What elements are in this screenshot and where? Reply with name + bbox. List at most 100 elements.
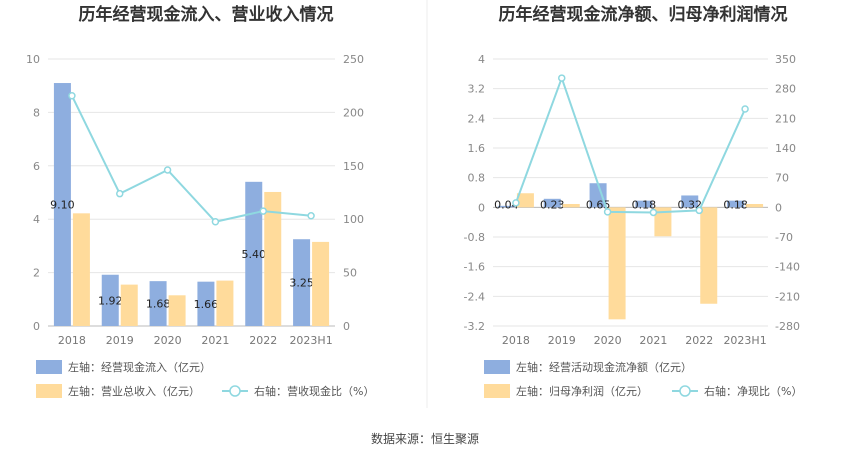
bar xyxy=(293,239,311,326)
data-label: 3.25 xyxy=(289,277,314,290)
bar xyxy=(120,284,138,326)
left-axis-tick: 0 xyxy=(33,320,40,333)
legend-entry: 左轴：经营活动现金流净额（亿元） xyxy=(516,360,692,374)
bar xyxy=(727,200,745,208)
bar xyxy=(516,193,534,208)
data-label: 1.68 xyxy=(146,298,171,311)
right-axis-tick: 210 xyxy=(775,112,796,125)
line-point xyxy=(741,105,749,113)
bar xyxy=(635,200,653,208)
bar xyxy=(245,181,263,326)
legend-swatch xyxy=(36,384,62,398)
legend-swatch xyxy=(229,385,241,397)
line-point xyxy=(695,206,703,215)
left-axis-tick: 2.4 xyxy=(468,112,486,125)
legend-entry: 左轴：归母净利润（亿元） xyxy=(516,384,648,398)
x-axis-tick: 2022 xyxy=(685,334,713,347)
legend-swatch xyxy=(484,384,510,398)
bar xyxy=(700,207,718,304)
bar xyxy=(608,207,626,320)
x-axis-tick: 2021 xyxy=(639,334,667,347)
line-point xyxy=(163,166,172,174)
right-axis-tick: 140 xyxy=(775,142,796,155)
bar xyxy=(746,203,764,208)
left-axis-tick: 0 xyxy=(478,201,485,214)
left-axis-tick: -0.8 xyxy=(464,231,485,244)
left-axis-tick: -3.2 xyxy=(464,320,485,333)
data-source: 数据来源：恒生聚源 xyxy=(371,431,479,446)
x-axis-tick: 2018 xyxy=(502,334,530,347)
line-point xyxy=(649,208,658,217)
bar xyxy=(562,203,580,208)
left-axis-tick: 2 xyxy=(33,267,40,280)
legend-entry: 左轴：经营现金流入（亿元） xyxy=(68,360,211,374)
data-label: 0.18 xyxy=(723,198,748,211)
bar xyxy=(681,195,699,208)
data-label: 0.32 xyxy=(678,198,703,211)
right-axis-tick: 100 xyxy=(343,213,364,226)
right-axis-tick: 280 xyxy=(775,83,796,96)
legend-swatch xyxy=(679,385,691,397)
bar xyxy=(149,281,167,326)
left-axis-tick: 10 xyxy=(26,53,40,66)
right-axis-tick: 200 xyxy=(343,106,364,119)
x-axis-tick: 2020 xyxy=(594,334,622,347)
right-axis-tick: 0 xyxy=(343,320,350,333)
data-label: 5.40 xyxy=(242,248,267,261)
line-point xyxy=(307,212,315,220)
line-point xyxy=(116,189,124,198)
legend-swatch xyxy=(484,360,510,374)
left-axis-tick: 1.6 xyxy=(468,142,486,155)
chart-title-right: 历年经营现金流净额、归母净利润情况 xyxy=(499,4,788,25)
left-axis-tick: 6 xyxy=(33,160,40,173)
chart-title-left: 历年经营现金流入、营业收入情况 xyxy=(79,4,334,25)
line-point xyxy=(259,207,267,215)
line-point xyxy=(558,74,566,82)
data-label: 0.18 xyxy=(632,198,657,211)
left-axis-tick: 3.2 xyxy=(468,83,486,96)
line-point xyxy=(211,218,220,226)
legend-swatch xyxy=(36,360,62,374)
x-axis-tick: 2020 xyxy=(154,334,182,347)
x-axis-tick: 2023H1 xyxy=(723,334,766,347)
bar xyxy=(312,241,330,326)
data-label: 9.10 xyxy=(50,199,75,212)
x-axis-tick: 2022 xyxy=(249,334,277,347)
right-axis-tick: 0 xyxy=(775,201,782,214)
right-axis-tick: 70 xyxy=(775,172,789,185)
left-axis-tick: 4 xyxy=(478,53,485,66)
bar xyxy=(101,274,119,326)
line-point xyxy=(68,91,76,100)
data-label: 1.92 xyxy=(98,294,123,307)
series-line xyxy=(71,95,312,223)
legend-entry: 左轴：营业总收入（亿元） xyxy=(68,384,200,398)
right-axis-tick: -280 xyxy=(775,320,800,333)
bar xyxy=(264,191,282,326)
bar xyxy=(53,83,71,326)
right-axis-tick: -210 xyxy=(775,290,800,303)
bar xyxy=(497,205,515,208)
left-axis-tick: 4 xyxy=(33,213,40,226)
bar xyxy=(654,207,672,237)
legend-entry: 右轴：营收现金比（%） xyxy=(254,384,374,398)
right-axis-tick: 350 xyxy=(775,53,796,66)
left-axis-tick: 0.8 xyxy=(468,172,486,185)
bar xyxy=(543,198,561,208)
bar xyxy=(589,183,607,208)
line-point xyxy=(512,199,520,207)
right-axis-tick: 250 xyxy=(343,53,364,66)
bar xyxy=(216,280,234,326)
left-axis-tick: -2.4 xyxy=(464,290,485,303)
bar xyxy=(197,281,215,326)
right-axis-tick: 50 xyxy=(343,267,357,280)
left-axis-tick: -1.6 xyxy=(464,261,485,274)
x-axis-tick: 2019 xyxy=(106,334,134,347)
x-axis-tick: 2023H1 xyxy=(289,334,332,347)
bar xyxy=(72,213,90,326)
line-point xyxy=(603,208,612,216)
bar xyxy=(168,295,186,326)
right-axis-tick: -70 xyxy=(775,231,793,244)
series-line xyxy=(514,75,746,214)
